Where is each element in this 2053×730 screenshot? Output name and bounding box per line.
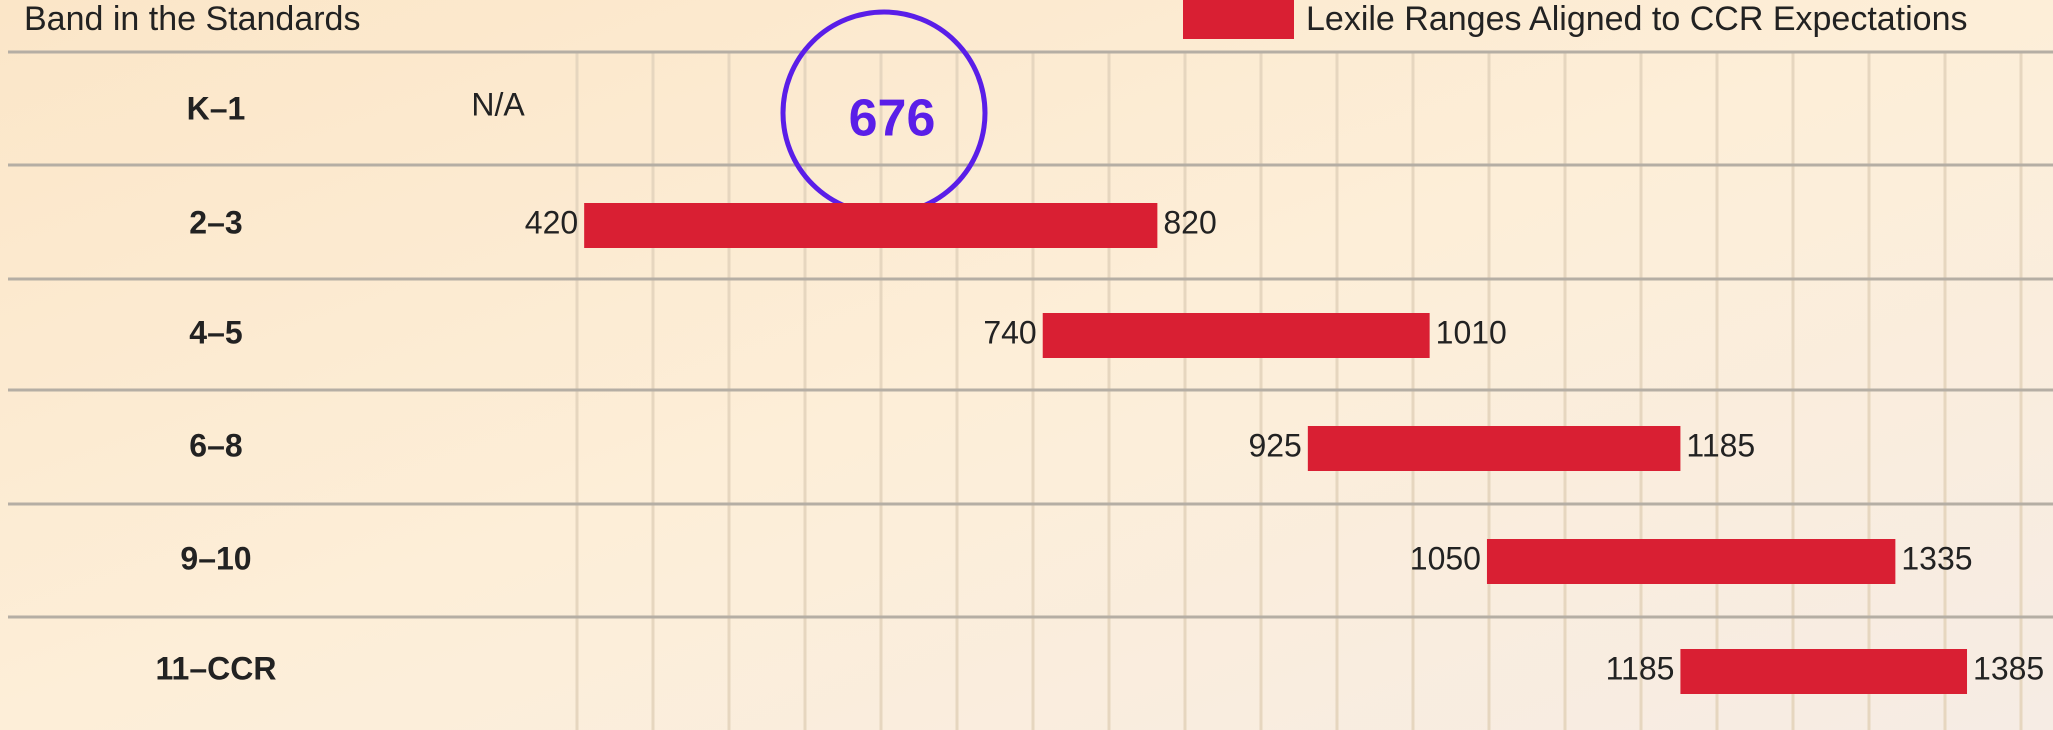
category-label: 2–3 <box>189 204 242 240</box>
low-label: 1050 <box>1410 540 1481 576</box>
legend-label: Lexile Ranges Aligned to CCR Expectation… <box>1306 0 1968 38</box>
category-label: K–1 <box>187 90 246 126</box>
legend-swatch <box>1183 0 1294 39</box>
category-label: 4–5 <box>189 314 242 350</box>
high-label: 1010 <box>1436 314 1507 350</box>
category-label: 6–8 <box>189 427 242 463</box>
annotation-text: 676 <box>849 90 936 148</box>
bar <box>1486 539 1896 584</box>
high-label: 820 <box>1163 204 1216 240</box>
bar <box>1307 426 1681 471</box>
low-label: 420 <box>525 204 578 240</box>
high-label: 1185 <box>1686 427 1755 463</box>
bar <box>1680 649 1968 694</box>
high-label: 1335 <box>1901 540 1972 576</box>
high-label: 1385 <box>1973 650 2044 686</box>
bar <box>1042 313 1430 358</box>
category-label: 9–10 <box>180 540 251 576</box>
low-label: 1185 <box>1606 650 1675 686</box>
bar <box>584 203 1158 248</box>
category-label: 11–CCR <box>156 650 277 686</box>
grid <box>8 50 2053 730</box>
low-label: 740 <box>983 314 1036 350</box>
value-label: N/A <box>471 86 525 122</box>
low-label: 925 <box>1248 427 1301 463</box>
chart-title: Band in the Standards <box>24 0 360 38</box>
